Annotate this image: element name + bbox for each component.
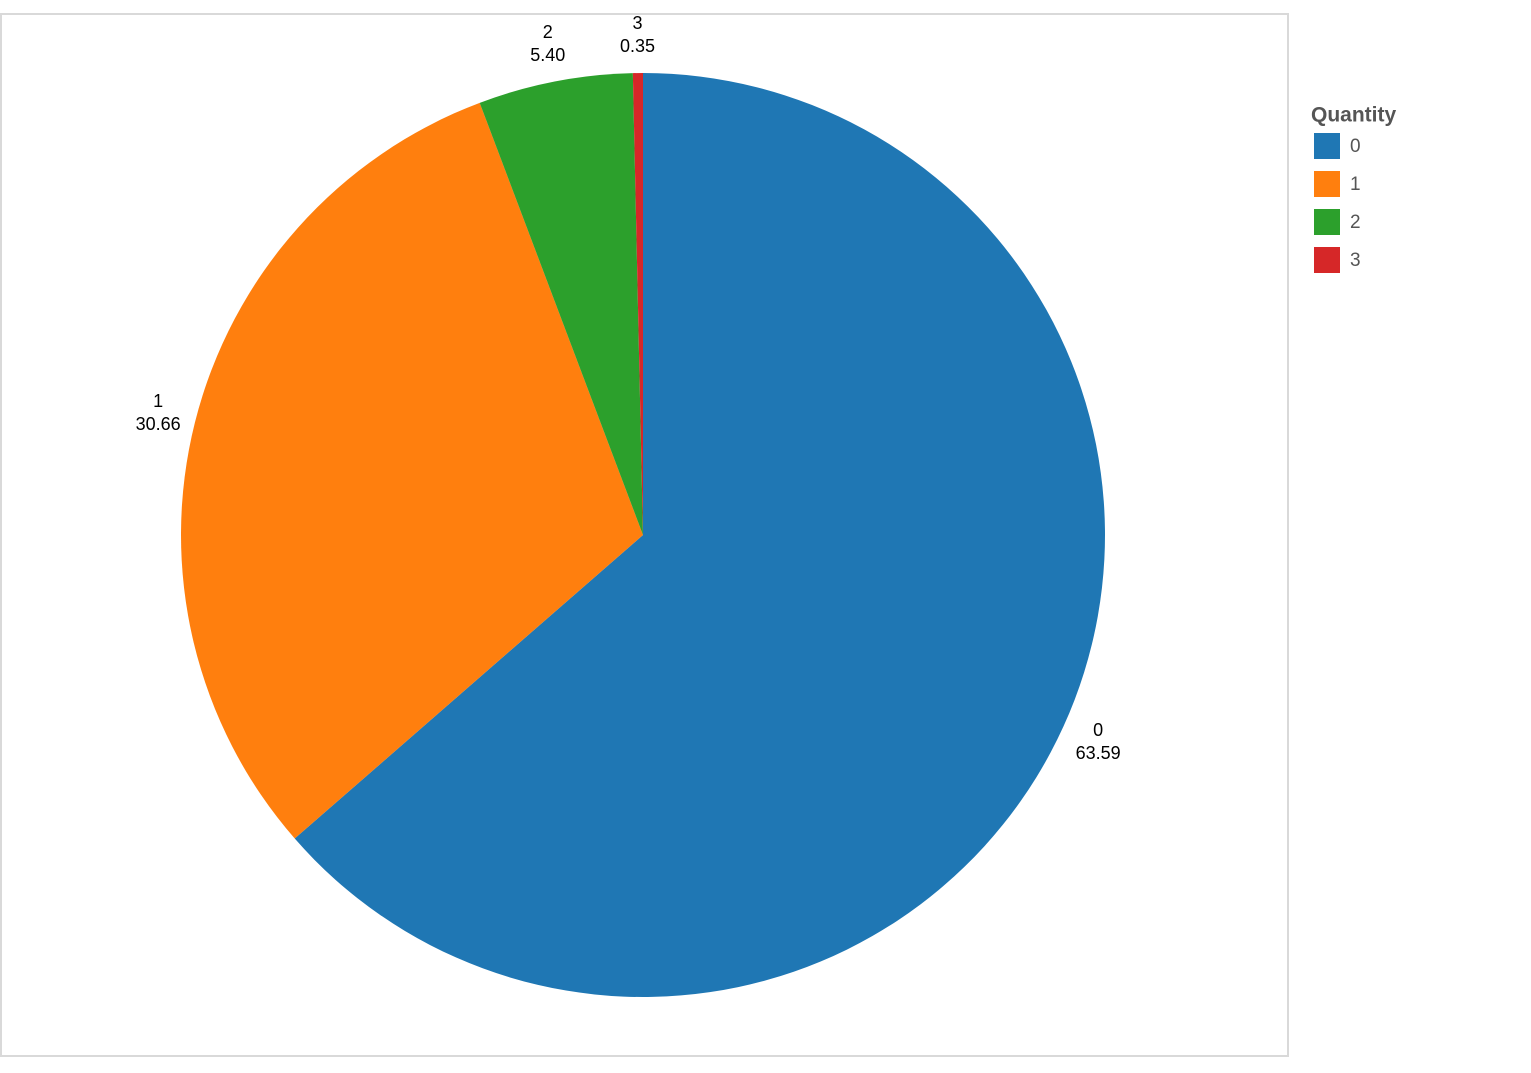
slice-category-label: 2 (543, 22, 553, 42)
legend-text: 3 (1350, 250, 1361, 271)
slice-value-label: 30.66 (136, 414, 181, 434)
pie-slice (294, 73, 1105, 997)
legend: Quantity 0 1 2 3 (1311, 104, 1396, 273)
slice-value-label: 5.40 (530, 45, 565, 65)
slice-value-label: 63.59 (1076, 743, 1121, 763)
pie-slice (479, 73, 643, 536)
pie-slice (632, 73, 643, 535)
slice-category-label: 0 (1093, 720, 1103, 740)
slice-category-label: 3 (632, 13, 642, 33)
legend-text: 2 (1350, 212, 1361, 233)
legend-swatch (1314, 209, 1340, 235)
pie: 0 63.59 1 30.66 2 5.40 3 0.35 (136, 13, 1121, 997)
slice-value-label: 0.35 (620, 36, 655, 56)
legend-title: Quantity (1311, 104, 1396, 127)
legend-swatch (1314, 247, 1340, 273)
pie-slice (181, 102, 644, 839)
legend-text: 0 (1350, 136, 1361, 157)
slice-category-label: 1 (153, 391, 163, 411)
legend-swatch (1314, 133, 1340, 159)
legend-text: 1 (1350, 174, 1361, 195)
legend-swatch (1314, 171, 1340, 197)
